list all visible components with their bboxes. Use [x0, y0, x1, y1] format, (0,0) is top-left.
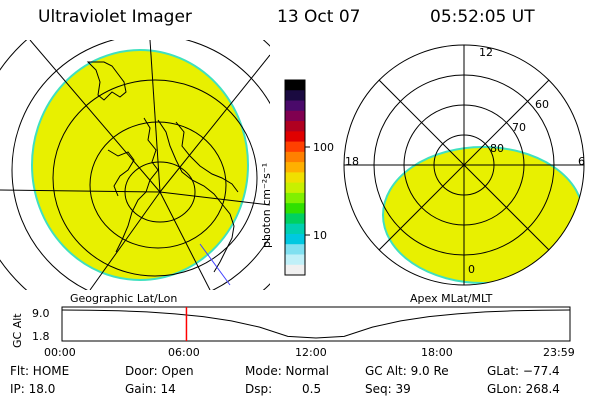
colorbar-swatch	[285, 192, 305, 204]
geo-aurora-disk	[31, 49, 249, 281]
colorbar-swatch	[285, 151, 305, 163]
geo-lat-circle	[52, 79, 258, 277]
altitude-ylabel: GC Alt	[11, 313, 24, 348]
apex-caption: Apex MLat/MLT	[410, 292, 493, 305]
colorbar-swatch	[285, 131, 305, 143]
info-glat: GLat: −77.4	[487, 364, 560, 378]
lat-label-80: 80	[490, 142, 504, 155]
info-gain: Gain: 14	[125, 382, 176, 396]
colorbar-tick-label-100: 100	[313, 141, 334, 154]
geo-lon-line	[159, 191, 211, 290]
colorbar-swatch	[285, 162, 305, 173]
altitude-ytick-top: 9.0	[32, 307, 50, 320]
geo-coastline	[86, 61, 239, 273]
info-gc-alt: GC Alt: 9.0 Re	[365, 364, 449, 378]
mlt-label-12: 12	[479, 46, 493, 59]
geo-lat-circle	[11, 40, 270, 290]
altitude-plot	[61, 306, 571, 342]
colorbar	[284, 79, 310, 276]
app-title: Ultraviolet Imager	[38, 7, 192, 27]
info-mode: Mode: Normal	[245, 364, 329, 378]
geo-caption: Geographic Lat/Lon	[70, 292, 178, 305]
info-ip: IP: 18.0	[10, 382, 56, 396]
colorbar-swatch	[285, 223, 305, 235]
lat-label-70: 70	[512, 121, 526, 134]
mlt-label-18: 18	[345, 155, 359, 168]
xtick-2359: 23:59	[543, 346, 575, 359]
mlt-label-0: 0	[468, 263, 475, 276]
xtick-1200: 12:00	[295, 346, 327, 359]
geo-lon-line	[89, 191, 161, 290]
info-flt: Flt: HOME	[10, 364, 70, 378]
info-dsp-value: 0.5	[302, 382, 322, 396]
info-glon: GLon: 268.4	[487, 382, 560, 396]
colorbar-swatch	[285, 90, 305, 102]
geo-lat-circle	[89, 121, 227, 249]
colorbar-swatch	[285, 121, 305, 132]
colorbar-tick-label-10: 10	[313, 229, 327, 242]
geo-lon-line	[159, 54, 270, 193]
info-door: Door: Open	[125, 364, 194, 378]
geo-track-line	[199, 243, 231, 286]
mlt-label-6: 6	[578, 155, 585, 168]
altitude-ytick-bottom: 1.8	[32, 330, 50, 343]
geo-lon-line	[159, 191, 270, 206]
colorbar-swatch	[285, 172, 305, 184]
colorbar-swatch	[285, 213, 305, 225]
colorbar-swatch	[285, 80, 305, 91]
colorbar-swatch	[285, 244, 305, 255]
info-seq: Seq: 39	[365, 382, 411, 396]
colorbar-swatch	[285, 110, 305, 122]
xtick-0600: 06:00	[168, 346, 200, 359]
colorbar-swatch	[285, 203, 305, 214]
altitude-series-line	[61, 309, 571, 339]
apex-aurora-oval	[382, 146, 584, 284]
colorbar-swatch	[285, 264, 305, 276]
geo-lon-line	[149, 40, 161, 193]
date-label: 13 Oct 07	[277, 7, 361, 27]
lat-label-60: 60	[535, 98, 549, 111]
xtick-1800: 18:00	[421, 346, 453, 359]
colorbar-swatch	[285, 100, 305, 112]
colorbar-swatch	[285, 141, 305, 153]
time-label: 05:52:05 UT	[430, 7, 535, 27]
geo-lon-line	[29, 40, 161, 193]
apex-mlt-line	[378, 79, 550, 251]
colorbar-swatch	[285, 233, 305, 245]
info-dsp-label: Dsp:	[245, 382, 273, 396]
xtick-0000: 00:00	[44, 346, 76, 359]
colorbar-swatch	[285, 254, 305, 266]
colorbar-swatch	[285, 182, 305, 194]
geo-lon-line	[0, 189, 161, 193]
